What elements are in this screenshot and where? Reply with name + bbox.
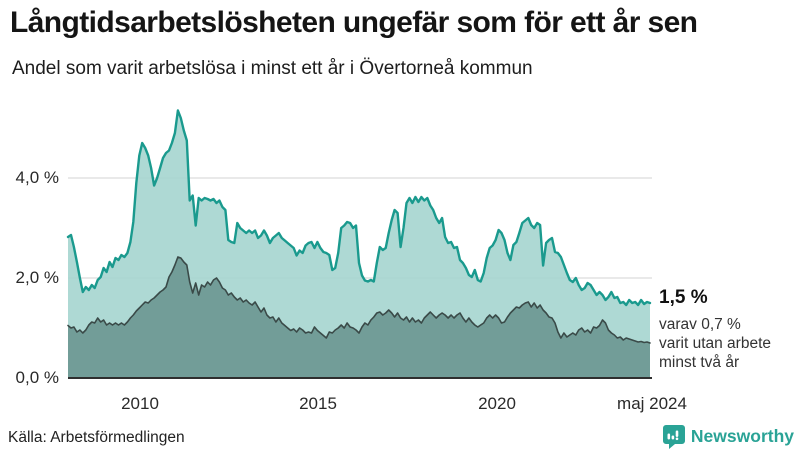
x-axis-tick-2020: 2020 — [478, 394, 516, 413]
y-axis-tick-4: 4,0 % — [15, 168, 59, 187]
chart-series — [66, 109, 652, 378]
latest-value-label: 1,5 % — [659, 287, 708, 308]
series-min-two-years-area — [68, 257, 650, 378]
newsworthy-brand: Newsworthy — [662, 424, 794, 449]
x-axis-tick-2015: 2015 — [299, 394, 337, 413]
newsworthy-wordmark: Newsworthy — [690, 426, 794, 446]
annotation-line-2: varit utan arbete — [659, 335, 772, 352]
series-min-one-year-line — [66, 109, 652, 307]
series-min-two-years-line — [67, 256, 651, 344]
y-axis-tick-0: 0,0 % — [15, 368, 59, 387]
newsworthy-logo-icon — [662, 425, 685, 449]
page-title: Långtidsarbetslösheten ungefär som för e… — [10, 6, 698, 39]
annotation-line-3: minst två år — [659, 354, 740, 371]
secondary-series-annotation: varav 0,7 % varit utan arbete minst två … — [659, 315, 771, 372]
source-attribution: Källa: Arbetsförmedlingen — [8, 429, 185, 446]
x-axis-tick-2010: 2010 — [121, 394, 159, 413]
y-axis-tick-2: 2,0 % — [15, 268, 59, 287]
x-axis-tick-maj-2024: maj 2024 — [617, 394, 687, 413]
annotation-line-1: varav 0,7 % — [659, 316, 741, 333]
page-subtitle: Andel som varit arbetslösa i minst ett å… — [12, 58, 533, 79]
